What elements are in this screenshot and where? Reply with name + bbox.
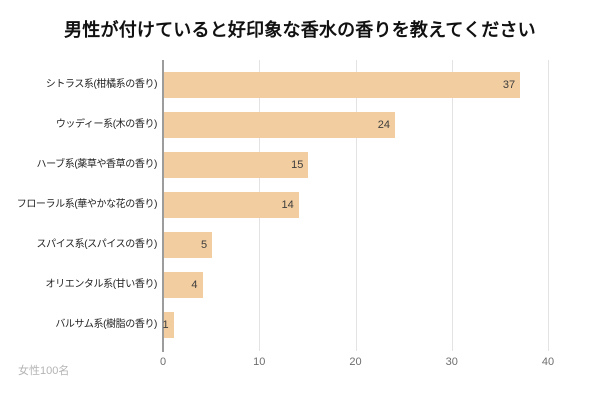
value-label: 5 <box>201 239 208 251</box>
gridline <box>355 60 357 351</box>
bar: 37 <box>164 72 521 98</box>
value-label: 15 <box>291 159 304 171</box>
category-label: フローラル系(華やかな花の香り) <box>16 199 158 210</box>
gridline <box>548 60 549 351</box>
category-label: オリエンタル系(甘い香り) <box>45 279 158 290</box>
x-axis-tick-label: 30 <box>445 356 458 368</box>
footnote: 女性100名 <box>18 365 70 377</box>
category-label: ウッディー系(木の香り) <box>55 119 158 130</box>
value-label: 4 <box>191 279 198 291</box>
bar: 14 <box>164 192 299 218</box>
chart-title: 男性が付けていると好印象な香水の香りを教えてください <box>64 20 536 40</box>
value-label: 24 <box>377 119 390 131</box>
plot-area: 0 10 20 30 40 シトラス系(柑橘系の香り) 37 ウッディー系(木の香り) 24 ハー… <box>17 60 554 368</box>
bar-row: スパイス系(スパイスの香り) 5 <box>37 232 549 258</box>
bar-row: オリエンタル系(甘い香り) 4 <box>46 272 549 298</box>
bar-row: フローラル系(華やかな花の香り) 14 <box>17 192 549 218</box>
x-axis-tick-label: 10 <box>253 356 266 368</box>
bar-row: ウッディー系(木の香り) 24 <box>56 112 549 138</box>
category-label: バルサム系(樹脂の香り) <box>55 319 157 330</box>
bar-row: ハーブ系(薬草や香草の香り) 15 <box>37 152 549 178</box>
y-axis-line <box>162 60 164 352</box>
category-label: シトラス系(柑橘系の香り) <box>45 79 158 90</box>
bar-row: バルサム系(樹脂の香り) 1 <box>55 312 549 338</box>
category-label: ハーブ系(薬草や香草の香り) <box>36 159 158 170</box>
bar: 1 <box>162 312 174 338</box>
x-axis-tick-label: 20 <box>349 356 362 368</box>
value-label: 14 <box>281 199 294 211</box>
bar: 4 <box>164 272 203 298</box>
bar: 5 <box>164 232 213 258</box>
x-axis-tick-label: 40 <box>541 356 555 368</box>
bar: 15 <box>164 152 309 178</box>
value-label: 1 <box>162 319 169 331</box>
value-label: 37 <box>502 79 516 91</box>
x-axis-tick-label: 0 <box>159 356 167 368</box>
gridline <box>451 60 453 351</box>
bar-row: シトラス系(柑橘系の香り) 37 <box>46 72 549 98</box>
bar: 24 <box>164 112 395 138</box>
category-label: スパイス系(スパイスの香り) <box>36 239 158 250</box>
